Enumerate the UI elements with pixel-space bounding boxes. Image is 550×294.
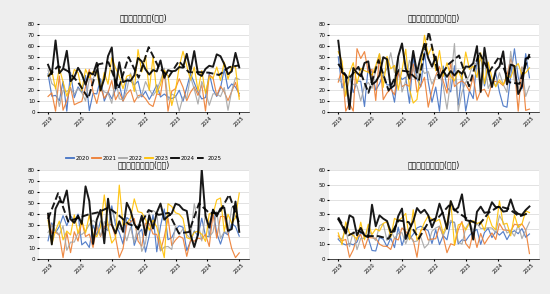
Title: 华北局域成交情况(万吧): 华北局域成交情况(万吧)	[118, 160, 170, 169]
Legend: 2020, 2021, 2022, 2023, 2024, 2025: 2020, 2021, 2022, 2023, 2024, 2025	[64, 153, 223, 163]
Title: 华西局域成交情况(万吧): 华西局域成交情况(万吧)	[408, 160, 460, 169]
Title: 华南局域成交量(万吧): 华南局域成交量(万吧)	[120, 14, 167, 23]
Title: 华东局域成交情况(万吧): 华东局域成交情况(万吧)	[408, 14, 460, 23]
